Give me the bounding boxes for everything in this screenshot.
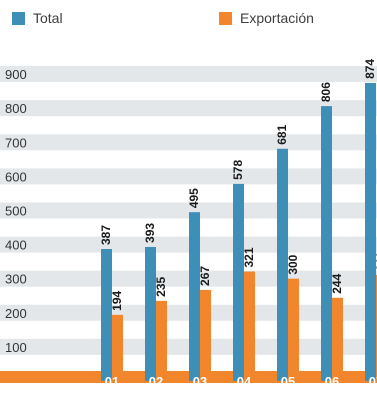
- y-tick-label-200: 200: [5, 306, 27, 321]
- bar-total-05: [277, 148, 288, 381]
- x-tick-label-04: 04: [237, 374, 252, 388]
- y-tick-label-400: 400: [5, 238, 27, 253]
- bar-exportacion-02: [156, 300, 167, 381]
- x-tick-label-06: 06: [325, 374, 339, 388]
- legend-item-exportacion: Exportación: [219, 10, 314, 26]
- data-label-exportacion-05: 300: [286, 254, 300, 274]
- legend-item-total: Total: [12, 10, 63, 26]
- data-label-exportacion-04: 321: [242, 247, 256, 267]
- data-label-exportacion-06: 244: [330, 273, 344, 293]
- y-tick-label-300: 300: [5, 272, 27, 287]
- data-label-exportacion-07: 311: [374, 251, 377, 271]
- data-label-total-07: 874: [363, 59, 377, 79]
- data-label-total-06: 806: [319, 82, 333, 102]
- y-tick-label-800: 800: [5, 101, 27, 116]
- y-tick-label-600: 600: [5, 169, 27, 184]
- x-tick-label-02: 02: [149, 374, 163, 388]
- bar-total-02: [145, 246, 156, 381]
- bar-exportacion-01: [112, 314, 123, 381]
- bar-total-03: [189, 212, 200, 381]
- bar-exportacion-06: [332, 297, 343, 381]
- x-tick-label-07: 07: [369, 374, 377, 388]
- y-tick-label-700: 700: [5, 135, 27, 150]
- data-label-total-04: 578: [231, 160, 245, 180]
- bar-total-01: [101, 249, 112, 381]
- data-label-exportacion-03: 267: [198, 266, 212, 286]
- x-tick-label-03: 03: [193, 374, 207, 388]
- y-tick-label-500: 500: [5, 203, 27, 218]
- grid-band-900: [0, 66, 377, 83]
- x-tick-label-05: 05: [281, 374, 295, 388]
- grid-band-300: [0, 270, 377, 287]
- grid-band-600: [0, 168, 377, 185]
- bar-exportacion-03: [200, 289, 211, 381]
- bar-exportacion-05: [288, 278, 299, 381]
- data-label-exportacion-01: 194: [110, 290, 124, 310]
- grid-band-100: [0, 338, 377, 355]
- bar-total-07: [365, 82, 376, 382]
- legend-swatch-exportacion: [219, 11, 232, 25]
- x-tick-label-01: 01: [105, 374, 119, 388]
- y-tick-label-100: 100: [5, 340, 27, 355]
- grid-band-700: [0, 134, 377, 151]
- legend-label-exportacion: Exportación: [240, 10, 314, 26]
- data-label-exportacion-02: 235: [154, 277, 168, 297]
- grid-band-200: [0, 304, 377, 321]
- y-tick-label-900: 900: [5, 67, 27, 82]
- legend-label-total: Total: [33, 10, 63, 26]
- data-label-total-02: 393: [143, 223, 157, 243]
- base-band: [0, 371, 377, 383]
- legend: Total Exportación: [12, 10, 372, 30]
- grid-band-800: [0, 100, 377, 117]
- bar-total-04: [233, 183, 244, 381]
- legend-swatch-total: [12, 11, 25, 25]
- data-label-total-03: 495: [187, 188, 201, 208]
- data-label-total-05: 681: [275, 124, 289, 144]
- grid-band-400: [0, 236, 377, 253]
- data-label-total-01: 387: [99, 225, 113, 245]
- bar-total-06: [321, 106, 332, 382]
- bar-exportacion-04: [244, 271, 255, 381]
